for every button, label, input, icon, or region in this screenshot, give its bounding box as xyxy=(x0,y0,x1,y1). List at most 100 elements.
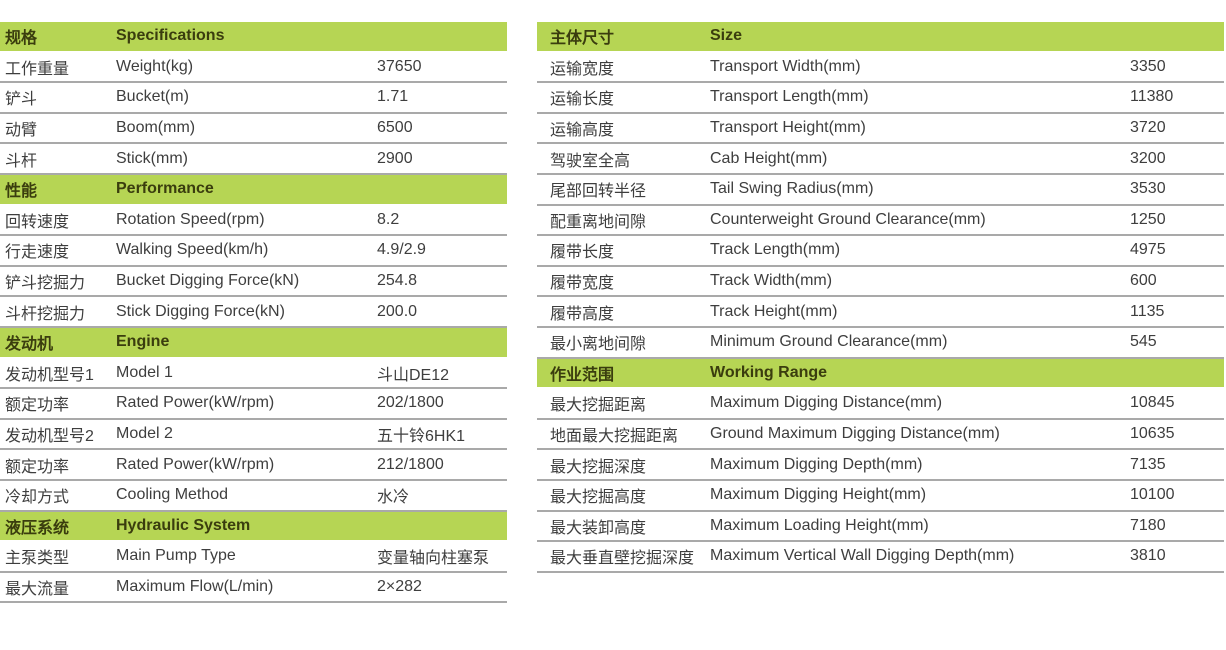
value: 1135 xyxy=(1130,302,1165,320)
english-label: Weight(kg) xyxy=(116,57,194,75)
table-row: 运输宽度 Transport Width(mm) 3350 xyxy=(537,53,1224,84)
english-label: Track Length(mm) xyxy=(710,241,841,259)
value: 2900 xyxy=(377,149,413,167)
english-label: Transport Length(mm) xyxy=(710,88,869,106)
english-label: Counterweight Ground Clearance(mm) xyxy=(710,210,986,228)
table-row: 配重离地间隙 Counterweight Ground Clearance(mm)… xyxy=(537,206,1224,237)
value: 8.2 xyxy=(377,210,400,228)
chinese-label: 铲斗 xyxy=(5,91,38,109)
value: 600 xyxy=(1130,272,1157,290)
chinese-label: 工作重量 xyxy=(5,60,70,78)
value: 3350 xyxy=(1130,57,1166,75)
section-header: 性能 Performance xyxy=(0,174,507,206)
chinese-label: 作业范围 xyxy=(550,366,615,384)
value: 水冷 xyxy=(377,489,410,507)
english-label: Boom(mm) xyxy=(116,119,196,137)
table-row: 主泵类型 Main Pump Type 变量轴向柱塞泵 xyxy=(0,542,507,573)
english-label: Stick(mm) xyxy=(116,149,188,167)
chinese-label: 性能 xyxy=(5,183,38,201)
chinese-label: 最大垂直壁挖掘深度 xyxy=(550,550,695,568)
value: 变量轴向柱塞泵 xyxy=(377,550,490,568)
english-label: Specifications xyxy=(116,27,225,45)
chinese-label: 斗杆挖掘力 xyxy=(5,305,86,323)
english-label: Performance xyxy=(116,180,214,198)
table-row: 运输高度 Transport Height(mm) 3720 xyxy=(537,114,1224,145)
table-row: 驾驶室全高 Cab Height(mm) 3200 xyxy=(537,144,1224,175)
table-row: 额定功率 Rated Power(kW/rpm) 202/1800 xyxy=(0,389,507,420)
table-row: 斗杆 Stick(mm) 2900 xyxy=(0,144,507,175)
value: 10845 xyxy=(1130,394,1175,412)
chinese-label: 斗杆 xyxy=(5,152,38,170)
value: 斗山DE12 xyxy=(377,366,450,384)
value: 3200 xyxy=(1130,149,1166,167)
table-row: 最大装卸高度 Maximum Loading Height(mm) 7180 xyxy=(537,512,1224,543)
chinese-label: 液压系统 xyxy=(5,519,70,537)
english-label: Ground Maximum Digging Distance(mm) xyxy=(710,425,1000,443)
english-label: Tail Swing Radius(mm) xyxy=(710,180,874,198)
table-row: 最小离地间隙 Minimum Ground Clearance(mm) 545 xyxy=(537,328,1224,359)
chinese-label: 驾驶室全高 xyxy=(550,152,631,170)
english-label: Transport Height(mm) xyxy=(710,119,866,137)
table-row: 履带宽度 Track Width(mm) 600 xyxy=(537,267,1224,298)
english-label: Rated Power(kW/rpm) xyxy=(116,394,275,412)
value: 2×282 xyxy=(377,577,422,595)
english-label: Maximum Digging Height(mm) xyxy=(710,486,927,504)
section-header: 规格 Specifications xyxy=(0,22,507,53)
table-row: 最大挖掘深度 Maximum Digging Depth(mm) 7135 xyxy=(537,450,1224,481)
value: 545 xyxy=(1130,333,1157,351)
chinese-label: 动臂 xyxy=(5,122,38,140)
value: 1.71 xyxy=(377,88,409,106)
chinese-label: 运输高度 xyxy=(550,122,615,140)
chinese-label: 最大挖掘距离 xyxy=(550,397,647,415)
chinese-label: 发动机型号2 xyxy=(5,428,94,446)
value: 11380 xyxy=(1130,88,1174,106)
table-row: 铲斗 Bucket(m) 1.71 xyxy=(0,83,507,114)
section-header: 液压系统 Hydraulic System xyxy=(0,511,507,543)
english-label: Size xyxy=(710,27,743,45)
english-label: Hydraulic System xyxy=(116,516,251,534)
chinese-label: 规格 xyxy=(5,30,38,48)
table-row: 行走速度 Walking Speed(km/h) 4.9/2.9 xyxy=(0,236,507,267)
table-row: 回转速度 Rotation Speed(rpm) 8.2 xyxy=(0,206,507,237)
value: 4975 xyxy=(1130,241,1166,259)
table-row: 铲斗挖掘力 Bucket Digging Force(kN) 254.8 xyxy=(0,267,507,298)
value: 7180 xyxy=(1130,516,1166,534)
english-label: Working Range xyxy=(710,363,828,381)
table-row: 履带高度 Track Height(mm) 1135 xyxy=(537,297,1224,328)
english-label: Bucket(m) xyxy=(116,88,189,106)
value: 7135 xyxy=(1130,455,1166,473)
english-label: Maximum Flow(L/min) xyxy=(116,577,274,595)
english-label: Maximum Loading Height(mm) xyxy=(710,516,929,534)
value: 4.9/2.9 xyxy=(377,241,426,259)
value: 1250 xyxy=(1130,210,1166,228)
english-label: Maximum Digging Depth(mm) xyxy=(710,455,923,473)
chinese-label: 发动机型号1 xyxy=(5,366,94,384)
table-row: 履带长度 Track Length(mm) 4975 xyxy=(537,236,1224,267)
value: 254.8 xyxy=(377,272,418,290)
english-label: Engine xyxy=(116,333,170,351)
table-row: 额定功率 Rated Power(kW/rpm) 212/1800 xyxy=(0,450,507,481)
table-row: 运输长度 Transport Length(mm) 11380 xyxy=(537,83,1224,114)
chinese-label: 回转速度 xyxy=(5,213,70,231)
table-row: 最大流量 Maximum Flow(L/min) 2×282 xyxy=(0,573,507,604)
english-label: Transport Width(mm) xyxy=(710,57,861,75)
chinese-label: 最大挖掘深度 xyxy=(550,458,647,476)
english-label: Rotation Speed(rpm) xyxy=(116,210,265,228)
chinese-label: 行走速度 xyxy=(5,244,70,262)
english-label: Maximum Vertical Wall Digging Depth(mm) xyxy=(710,547,1015,565)
value: 3720 xyxy=(1130,119,1166,137)
english-label: Cooling Method xyxy=(116,486,229,504)
specifications-table-right: 主体尺寸 Size 运输宽度 Transport Width(mm) 3350 运输长度 T… xyxy=(537,22,1224,573)
table-row: 冷却方式 Cooling Method 水冷 xyxy=(0,481,507,512)
english-label: Cab Height(mm) xyxy=(710,149,828,167)
table-row: 工作重量 Weight(kg) 37650 xyxy=(0,53,507,84)
value: 3810 xyxy=(1130,547,1166,565)
chinese-label: 最大装卸高度 xyxy=(550,519,647,537)
english-label: Maximum Digging Distance(mm) xyxy=(710,394,943,412)
value: 3530 xyxy=(1130,180,1166,198)
value: 202/1800 xyxy=(377,394,444,412)
english-label: Track Width(mm) xyxy=(710,272,833,290)
section-header: 主体尺寸 Size xyxy=(537,22,1224,53)
table-row: 斗杆挖掘力 Stick Digging Force(kN) 200.0 xyxy=(0,297,507,328)
chinese-label: 最小离地间隙 xyxy=(550,336,647,354)
